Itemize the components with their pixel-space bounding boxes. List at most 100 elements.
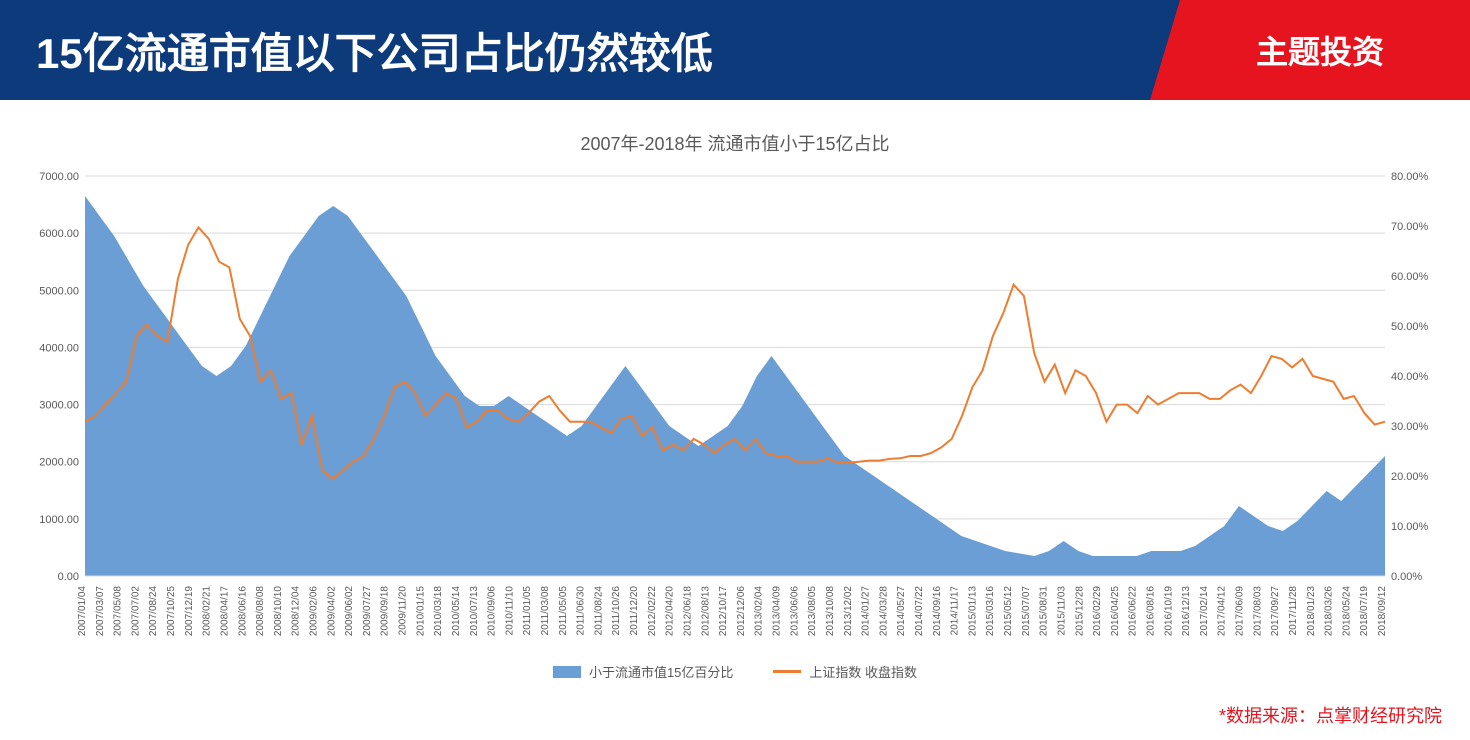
svg-text:50.00%: 50.00% [1391,321,1429,333]
svg-text:2017/04/12: 2017/04/12 [1217,586,1228,636]
svg-text:6000.00: 6000.00 [39,228,79,240]
svg-text:1000.00: 1000.00 [39,514,79,526]
svg-text:2008/04/17: 2008/04/17 [219,586,230,636]
svg-text:3000.00: 3000.00 [39,400,79,412]
svg-text:2007/01/04: 2007/01/04 [77,586,88,636]
svg-text:0.00: 0.00 [58,571,79,583]
svg-text:2012/02/22: 2012/02/22 [647,586,658,636]
svg-text:2010/09/06: 2010/09/06 [487,586,498,636]
legend-line-label: 上证指数 收盘指数 [809,662,917,681]
svg-text:2016/12/13: 2016/12/13 [1181,586,1192,636]
svg-text:2015/03/16: 2015/03/16 [985,586,996,636]
svg-text:2012/10/17: 2012/10/17 [718,586,729,636]
svg-text:80.00%: 80.00% [1391,171,1429,183]
svg-text:2010/07/13: 2010/07/13 [469,586,480,636]
svg-text:2017/08/03: 2017/08/03 [1252,586,1263,636]
svg-text:2013/04/09: 2013/04/09 [772,586,783,636]
svg-text:2011/01/05: 2011/01/05 [522,586,533,636]
svg-text:40.00%: 40.00% [1391,371,1429,383]
svg-text:2015/11/03: 2015/11/03 [1056,586,1067,636]
slide-title: 15亿流通市值以下公司占比仍然较低 [36,20,713,81]
svg-text:2016/08/16: 2016/08/16 [1145,586,1156,636]
svg-text:2017/06/09: 2017/06/09 [1235,586,1246,636]
category-badge: 主题投资 [1150,0,1470,100]
svg-text:2011/06/30: 2011/06/30 [576,586,587,636]
svg-text:2017/09/27: 2017/09/27 [1270,586,1281,636]
svg-text:2012/12/06: 2012/12/06 [736,586,747,636]
svg-text:2008/10/10: 2008/10/10 [273,586,284,636]
category-badge-text: 主题投资 [1256,27,1384,73]
svg-text:2009/11/20: 2009/11/20 [398,586,409,636]
svg-text:2012/06/18: 2012/06/18 [682,586,693,636]
slide-header: 15亿流通市值以下公司占比仍然较低 主题投资 [0,0,1470,100]
chart-legend: 小于流通市值15亿百分比 上证指数 收盘指数 [0,662,1470,681]
svg-text:2008/02/21: 2008/02/21 [202,586,213,636]
svg-text:2016/04/25: 2016/04/25 [1110,586,1121,636]
svg-text:2016/06/22: 2016/06/22 [1128,586,1139,636]
svg-text:70.00%: 70.00% [1391,221,1429,233]
legend-swatch-area [553,666,581,678]
svg-text:2015/08/31: 2015/08/31 [1039,586,1050,636]
svg-text:2007/12/19: 2007/12/19 [184,586,195,636]
svg-text:2015/01/13: 2015/01/13 [967,586,978,636]
legend-swatch-line [773,670,801,673]
svg-text:20.00%: 20.00% [1391,471,1429,483]
svg-text:2011/05/05: 2011/05/05 [558,586,569,636]
svg-text:2018/03/26: 2018/03/26 [1324,586,1335,636]
svg-text:2017/11/28: 2017/11/28 [1288,586,1299,636]
legend-area-label: 小于流通市值15亿百分比 [589,662,733,681]
svg-text:2015/05/12: 2015/05/12 [1003,586,1014,636]
svg-text:10.00%: 10.00% [1391,521,1429,533]
svg-text:2014/05/27: 2014/05/27 [896,586,907,636]
svg-text:2015/07/07: 2015/07/07 [1021,586,1032,636]
svg-text:2014/11/17: 2014/11/17 [950,586,961,636]
svg-text:2010/03/18: 2010/03/18 [433,586,444,636]
svg-text:60.00%: 60.00% [1391,271,1429,283]
svg-text:2009/09/18: 2009/09/18 [380,586,391,636]
svg-text:2011/08/24: 2011/08/24 [593,586,604,636]
svg-text:2013/06/06: 2013/06/06 [789,586,800,636]
svg-text:2008/12/04: 2008/12/04 [291,586,302,636]
svg-text:2009/02/06: 2009/02/06 [309,586,320,636]
svg-text:2007/08/24: 2007/08/24 [148,586,159,636]
svg-text:2009/07/27: 2009/07/27 [362,586,373,636]
svg-text:2014/07/22: 2014/07/22 [914,586,925,636]
svg-text:2008/08/08: 2008/08/08 [255,586,266,636]
chart-svg: 0.001000.002000.003000.004000.005000.006… [25,166,1445,656]
combo-chart: 0.001000.002000.003000.004000.005000.006… [25,166,1445,656]
svg-text:4000.00: 4000.00 [39,342,79,354]
svg-text:2012/04/20: 2012/04/20 [665,586,676,636]
svg-text:2014/09/16: 2014/09/16 [932,586,943,636]
svg-text:2013/02/04: 2013/02/04 [754,586,765,636]
svg-text:0.00%: 0.00% [1391,571,1422,583]
svg-text:2014/03/28: 2014/03/28 [878,586,889,636]
svg-text:2018/09/12: 2018/09/12 [1377,586,1388,636]
svg-text:2010/11/10: 2010/11/10 [504,586,515,636]
svg-text:2007/05/08: 2007/05/08 [113,586,124,636]
svg-text:2010/05/14: 2010/05/14 [451,586,462,636]
svg-text:2008/06/16: 2008/06/16 [237,586,248,636]
svg-text:30.00%: 30.00% [1391,421,1429,433]
chart-title: 2007年-2018年 流通市值小于15亿占比 [0,130,1470,156]
svg-text:2013/10/08: 2013/10/08 [825,586,836,636]
svg-text:2014/01/27: 2014/01/27 [861,586,872,636]
svg-text:2009/04/02: 2009/04/02 [326,586,337,636]
legend-item-area: 小于流通市值15亿百分比 [553,662,733,681]
legend-item-line: 上证指数 收盘指数 [773,662,917,681]
svg-text:2011/03/08: 2011/03/08 [540,586,551,636]
svg-text:2013/08/05: 2013/08/05 [807,586,818,636]
svg-text:2016/10/19: 2016/10/19 [1163,586,1174,636]
svg-text:2015/12/28: 2015/12/28 [1074,586,1085,636]
svg-text:2009/06/02: 2009/06/02 [344,586,355,636]
svg-text:7000.00: 7000.00 [39,171,79,183]
svg-text:5000.00: 5000.00 [39,285,79,297]
source-note: *数据来源：点掌财经研究院 [1219,702,1442,728]
svg-text:2018/05/24: 2018/05/24 [1341,586,1352,636]
svg-text:2011/12/20: 2011/12/20 [629,586,640,636]
svg-text:2010/01/15: 2010/01/15 [415,586,426,636]
svg-text:2007/07/02: 2007/07/02 [130,586,141,636]
svg-text:2007/10/25: 2007/10/25 [166,586,177,636]
svg-text:2018/07/19: 2018/07/19 [1359,586,1370,636]
svg-text:2013/12/02: 2013/12/02 [843,586,854,636]
svg-text:2007/03/07: 2007/03/07 [95,586,106,636]
